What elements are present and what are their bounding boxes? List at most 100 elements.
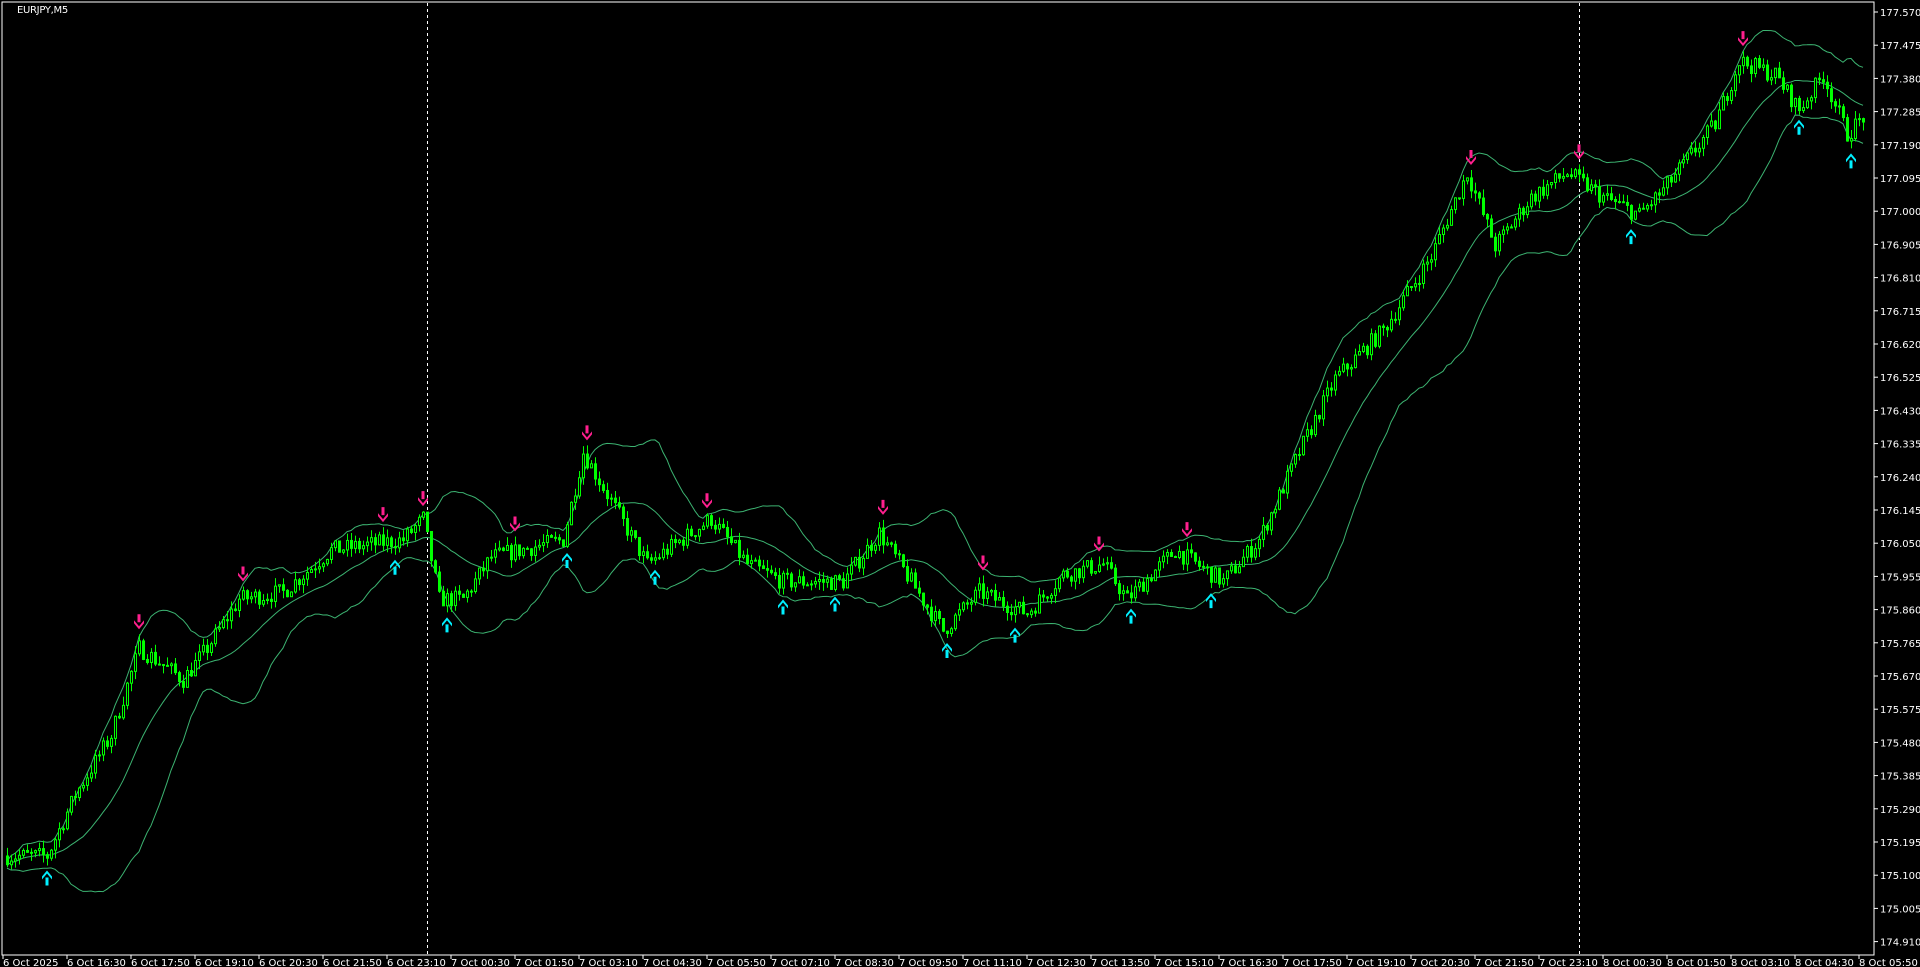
candle-body [1326, 387, 1329, 397]
candle-body [1510, 226, 1513, 229]
y-tick-label: 175.480 [1880, 738, 1920, 749]
candle [1842, 103, 1845, 122]
candle [70, 795, 73, 816]
candle [1490, 214, 1493, 238]
x-tick-label: 7 Oct 04:30 [643, 958, 702, 967]
candle [1442, 224, 1445, 243]
candle [602, 480, 605, 494]
candle [946, 630, 949, 638]
buy-arrow-icon [1010, 627, 1020, 643]
candle-body [186, 670, 189, 688]
candle-body [950, 628, 953, 634]
candle [1178, 545, 1181, 560]
candle-body [1726, 96, 1729, 101]
candle-body [1598, 186, 1601, 203]
candle-body [662, 548, 665, 559]
candle [350, 532, 353, 557]
candle-body [422, 511, 425, 518]
candle [1706, 124, 1709, 145]
candle [970, 597, 973, 612]
candle-body [1454, 197, 1457, 211]
candle-body [514, 544, 517, 561]
candle [1618, 193, 1621, 204]
candle [806, 582, 809, 587]
candle-body [1358, 350, 1361, 356]
candle-body [1658, 192, 1661, 196]
x-tick-label: 7 Oct 23:10 [1539, 958, 1598, 967]
candle [1418, 275, 1421, 292]
candle-body [630, 530, 633, 536]
candle [458, 585, 461, 601]
candle [522, 547, 525, 559]
candle-body [1578, 169, 1581, 175]
y-tick-label: 177.000 [1880, 207, 1920, 218]
candle-body [402, 537, 405, 542]
candle-body [1722, 96, 1725, 111]
buy-arrow-icon [42, 870, 52, 886]
candle [1326, 380, 1329, 403]
y-tick-label: 175.575 [1880, 705, 1920, 716]
candle-body [242, 590, 245, 600]
y-tick-label: 175.195 [1880, 838, 1920, 849]
candle [1126, 586, 1129, 594]
candle [126, 681, 129, 710]
candle [1834, 98, 1837, 113]
candle [1294, 453, 1297, 468]
candle [714, 520, 717, 535]
candle-body [498, 547, 501, 551]
candle [122, 696, 125, 720]
candle-body [798, 576, 801, 584]
candle [1318, 414, 1321, 423]
candle [1582, 166, 1585, 182]
candle [1630, 204, 1633, 225]
candle [1450, 205, 1453, 226]
candle [1406, 280, 1409, 297]
candle [1046, 595, 1049, 602]
y-tick-label: 177.380 [1880, 74, 1920, 85]
candle-body [230, 608, 233, 622]
candle-body [382, 534, 385, 546]
candle-body [978, 583, 981, 591]
candle-body [1670, 176, 1673, 183]
candle [1050, 593, 1053, 604]
candle [702, 522, 705, 531]
candle-body [1838, 105, 1841, 108]
candle-body [750, 560, 753, 565]
candle-body [1206, 566, 1209, 569]
x-tick-label: 6 Oct 19:10 [195, 958, 254, 967]
candle-body [42, 848, 45, 856]
candle-body [1850, 138, 1853, 142]
candle-body [1674, 173, 1677, 183]
candle [1726, 92, 1729, 106]
candle [1546, 180, 1549, 200]
candle [442, 585, 445, 607]
y-tick-label: 176.620 [1880, 340, 1920, 351]
candle-body [234, 608, 237, 611]
candle-body [654, 557, 657, 561]
candle [594, 457, 597, 486]
candle-body [1594, 184, 1597, 188]
candle [1738, 65, 1741, 84]
candle [14, 852, 17, 868]
candle [86, 773, 89, 791]
candle-body [1730, 90, 1733, 101]
candle [898, 549, 901, 560]
candle [250, 591, 253, 604]
candle-body [1546, 184, 1549, 196]
candle [1782, 71, 1785, 94]
candle-body [246, 590, 249, 600]
candle [1434, 237, 1437, 267]
candle [42, 840, 45, 863]
candle [286, 589, 289, 598]
candle-body [1138, 581, 1141, 588]
candle-body [1686, 152, 1689, 161]
candle [1778, 61, 1781, 79]
candle [390, 535, 393, 554]
candle-body [1226, 570, 1229, 580]
candle [262, 594, 265, 607]
candle [558, 534, 561, 545]
buy-arrow-icon [562, 553, 572, 569]
candle-body [206, 644, 209, 653]
candle [1766, 59, 1769, 83]
